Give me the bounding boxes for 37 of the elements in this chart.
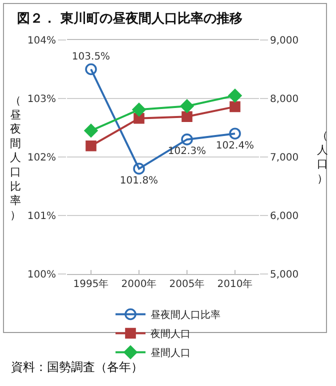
y-tick-label: 102% [27,152,56,164]
data-label: 102.4% [216,140,254,152]
y2-tick-label: 6,000 [270,211,299,222]
point [230,101,240,112]
chart-title: 図２． 東川町の昼夜間人口比率の推移 [16,10,242,27]
y-tick-label: 104% [27,36,56,46]
point [180,99,194,113]
data-label: 102.3% [168,146,206,158]
x-tick-label: 1995年 [73,278,109,290]
point [84,124,98,138]
point [132,102,146,116]
data-label: 101.8% [120,175,158,186]
point [86,140,96,152]
point [134,112,144,124]
y2-axis-title: （人口） [317,129,328,185]
y2-tick-label: 9,000 [270,36,299,46]
text: （昼夜間人口比率） [10,94,21,222]
x-tick-label: 2005年 [169,278,205,290]
legend-label: 昼夜間人口比率 [150,309,220,322]
y2-tick-label: 8,000 [270,94,299,105]
y2-tick-label: 5,000 [270,270,299,280]
point [182,111,192,122]
point [85,63,97,76]
legend-label: 夜間人口 [150,328,190,340]
point [181,134,193,146]
text: 資料：国勢調査（各年） [11,360,143,374]
data-label: 103.5% [72,52,110,62]
point [228,88,242,102]
legend-label: 昼間人口 [150,348,190,360]
point [229,128,241,140]
y2-tick-label: 7,000 [270,152,299,164]
y-tick-label: 101% [27,211,56,222]
y-tick-label: 103% [27,94,56,105]
x-tick-label: 2010年 [217,278,253,290]
x-tick-label: 2000年 [121,278,157,290]
point [133,162,145,175]
y-tick-label: 100% [27,270,56,280]
